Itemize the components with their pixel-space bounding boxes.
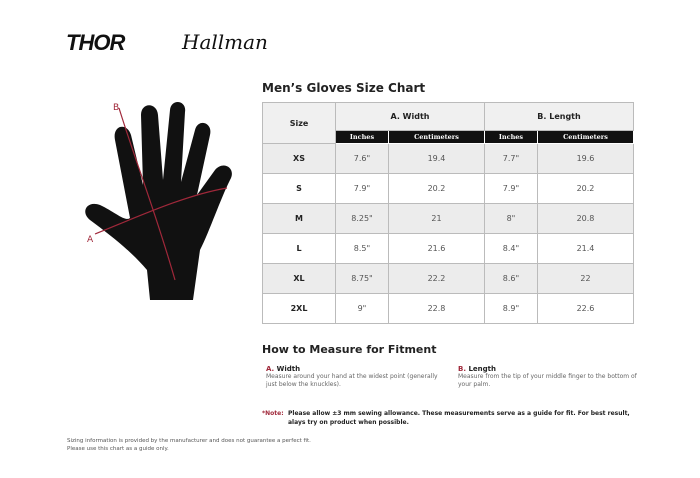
table-row: XL 8.75" 22.2 8.6" 22	[262, 263, 635, 294]
value-cell: 7.9"	[335, 173, 389, 204]
thor-logo: THOR	[66, 30, 125, 55]
hallman-logo: Hallman	[182, 30, 268, 54]
value-cell: 19.4	[387, 143, 485, 174]
table-row: M 8.25" 21 8" 20.8	[262, 203, 635, 234]
length-text: Measure from the tip of your middle fing…	[458, 373, 637, 388]
note: *Note: Please allow ±3 mm sewing allowan…	[262, 409, 632, 427]
table-row: L 8.5" 21.6 8.4" 21.4	[262, 233, 635, 264]
value-cell: 21.6	[387, 233, 485, 264]
glove-silhouette	[85, 101, 232, 300]
size-cell: XL	[262, 263, 336, 294]
page-title: Men’s Gloves Size Chart	[262, 81, 426, 95]
unit-header: Centimeters	[387, 130, 485, 144]
value-cell: 20.8	[536, 203, 635, 234]
unit-header: Inches	[335, 130, 389, 144]
value-cell: 8"	[483, 203, 538, 234]
size-cell: S	[262, 173, 336, 204]
value-cell: 21.4	[536, 233, 635, 264]
glove-diagram: A B	[85, 101, 232, 300]
footer-line: Please use this chart as a guide only.	[67, 446, 169, 452]
label-a: A	[87, 235, 94, 245]
unit-header: Inches	[483, 130, 538, 144]
value-cell: 20.2	[387, 173, 485, 204]
size-table: Size A. Width B. Length Inches Centimete…	[262, 102, 635, 324]
note-text: Please allow ±3 mm sewing allowance. The…	[288, 410, 630, 426]
measure-title: How to Measure for Fitment	[262, 343, 437, 356]
table-row: 2XL 9" 22.8 8.9" 22.6	[262, 293, 635, 324]
length-label: B. Length	[458, 365, 496, 373]
value-cell: 7.9"	[483, 173, 538, 204]
value-cell: 7.7"	[483, 143, 538, 174]
value-cell: 19.6	[536, 143, 635, 174]
table-row: S 7.9" 20.2 7.9" 20.2	[262, 173, 635, 204]
length-header: B. Length	[483, 102, 635, 131]
size-header: Size	[262, 102, 336, 144]
label-b: B	[113, 103, 119, 113]
value-cell: 8.25"	[335, 203, 389, 234]
value-cell: 22	[536, 263, 635, 294]
value-cell: 9"	[335, 293, 389, 324]
value-cell: 8.6"	[483, 263, 538, 294]
size-cell: 2XL	[262, 293, 336, 324]
footer-line: Sizing information is provided by the ma…	[67, 438, 311, 444]
value-cell: 22.6	[536, 293, 635, 324]
size-cell: M	[262, 203, 336, 234]
value-cell: 8.4"	[483, 233, 538, 264]
value-cell: 21	[387, 203, 485, 234]
footer: Sizing information is provided by the ma…	[67, 437, 311, 453]
value-cell: 8.75"	[335, 263, 389, 294]
table-row: XS 7.6" 19.4 7.7" 19.6	[262, 143, 635, 174]
value-cell: 22.2	[387, 263, 485, 294]
unit-header: Centimeters	[536, 130, 635, 144]
size-cell: L	[262, 233, 336, 264]
width-label: A. Width	[266, 365, 301, 373]
value-cell: 8.9"	[483, 293, 538, 324]
note-label: *Note:	[262, 410, 284, 417]
value-cell: 8.5"	[335, 233, 389, 264]
value-cell: 20.2	[536, 173, 635, 204]
width-header: A. Width	[335, 102, 485, 131]
value-cell: 7.6"	[335, 143, 389, 174]
size-cell: XS	[262, 143, 336, 174]
width-text: Measure around your hand at the widest p…	[266, 373, 438, 388]
value-cell: 22.8	[387, 293, 485, 324]
